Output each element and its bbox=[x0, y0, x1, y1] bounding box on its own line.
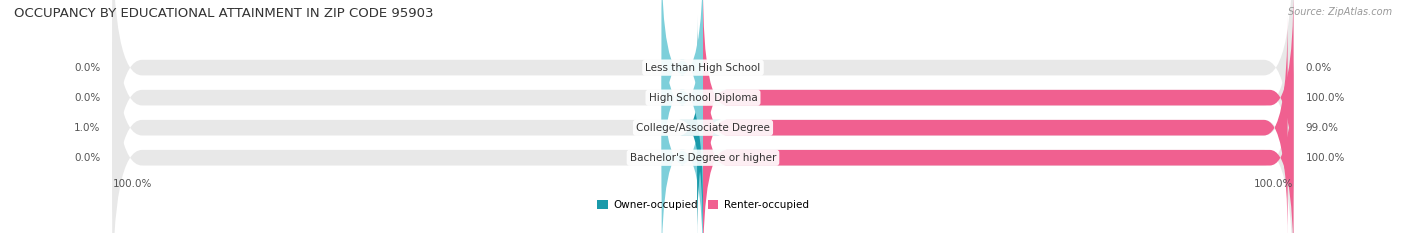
Legend: Owner-occupied, Renter-occupied: Owner-occupied, Renter-occupied bbox=[593, 196, 813, 214]
Text: 0.0%: 0.0% bbox=[75, 63, 101, 73]
Text: 0.0%: 0.0% bbox=[75, 153, 101, 163]
FancyBboxPatch shape bbox=[662, 0, 703, 180]
Text: OCCUPANCY BY EDUCATIONAL ATTAINMENT IN ZIP CODE 95903: OCCUPANCY BY EDUCATIONAL ATTAINMENT IN Z… bbox=[14, 7, 433, 20]
FancyBboxPatch shape bbox=[112, 0, 1294, 233]
FancyBboxPatch shape bbox=[679, 15, 721, 233]
Text: 99.0%: 99.0% bbox=[1305, 123, 1339, 133]
Text: 100.0%: 100.0% bbox=[1305, 153, 1344, 163]
Text: 0.0%: 0.0% bbox=[1305, 63, 1331, 73]
Text: 100.0%: 100.0% bbox=[1254, 179, 1294, 189]
FancyBboxPatch shape bbox=[662, 0, 703, 210]
FancyBboxPatch shape bbox=[112, 0, 1294, 233]
Text: 100.0%: 100.0% bbox=[112, 179, 152, 189]
FancyBboxPatch shape bbox=[703, 15, 1288, 233]
Text: 100.0%: 100.0% bbox=[1305, 93, 1344, 103]
Text: College/Associate Degree: College/Associate Degree bbox=[636, 123, 770, 133]
Text: Bachelor's Degree or higher: Bachelor's Degree or higher bbox=[630, 153, 776, 163]
FancyBboxPatch shape bbox=[112, 15, 1294, 233]
Text: 0.0%: 0.0% bbox=[75, 93, 101, 103]
FancyBboxPatch shape bbox=[112, 0, 1294, 210]
Text: Source: ZipAtlas.com: Source: ZipAtlas.com bbox=[1288, 7, 1392, 17]
Text: 1.0%: 1.0% bbox=[75, 123, 101, 133]
Text: High School Diploma: High School Diploma bbox=[648, 93, 758, 103]
FancyBboxPatch shape bbox=[662, 45, 703, 233]
FancyBboxPatch shape bbox=[703, 0, 1294, 210]
FancyBboxPatch shape bbox=[703, 45, 1294, 233]
Text: Less than High School: Less than High School bbox=[645, 63, 761, 73]
